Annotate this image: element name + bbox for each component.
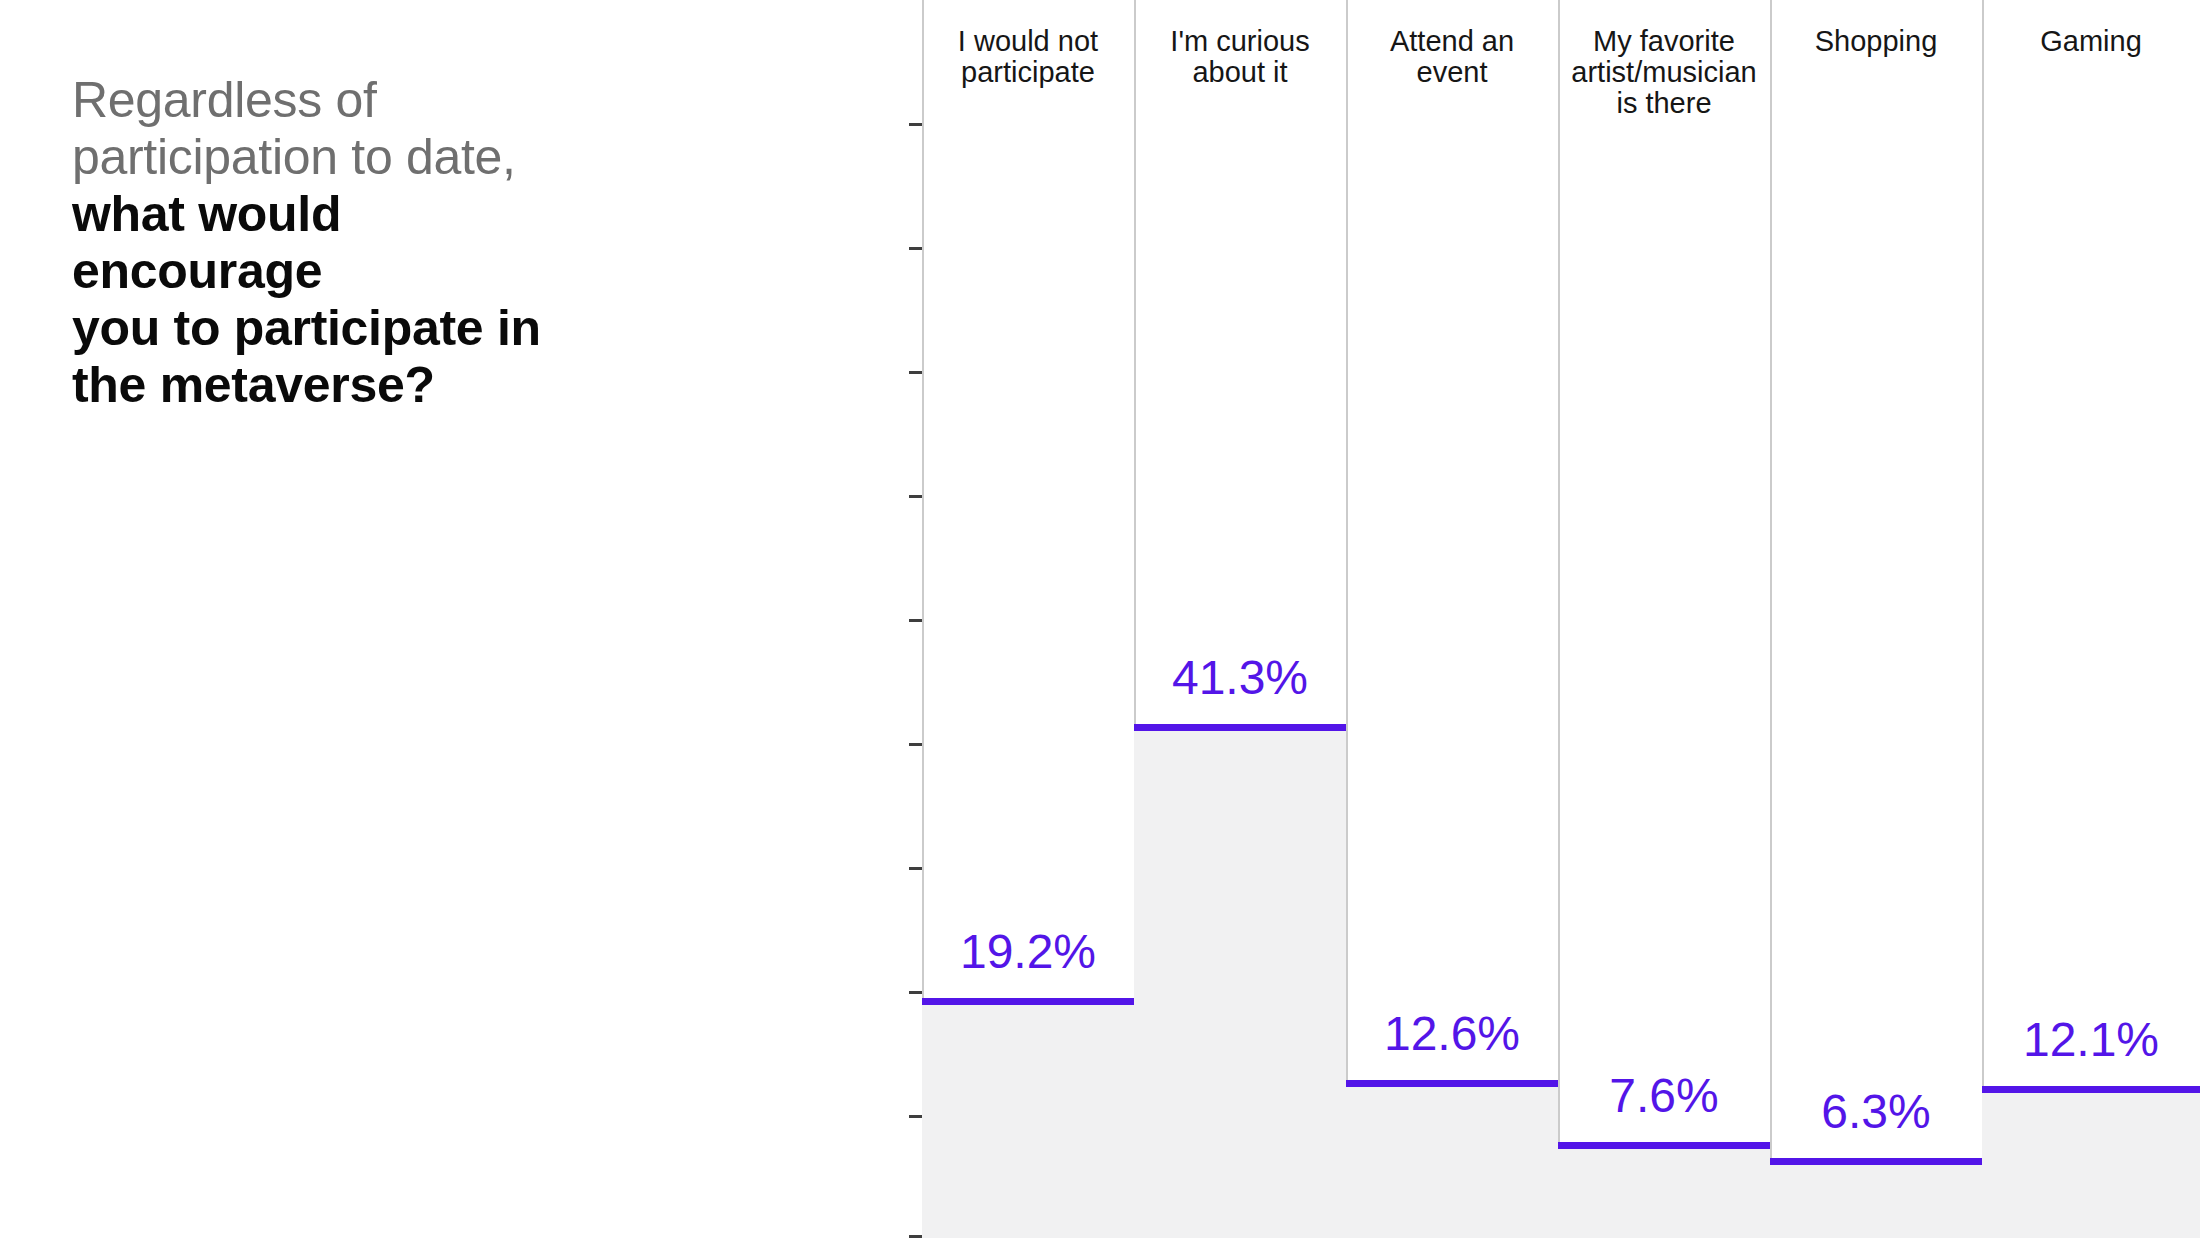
category-label: Gaming — [1982, 26, 2200, 57]
y-axis-tick — [909, 123, 922, 126]
category-label: Attend an event — [1346, 26, 1558, 88]
value-label: 12.6% — [1346, 1008, 1558, 1060]
bar-top-line — [1982, 1086, 2200, 1093]
value-label: 41.3% — [1134, 652, 1346, 704]
chart-column-attend-an-event: Attend an event 12.6% — [1346, 0, 1558, 1238]
y-axis-tick — [909, 867, 922, 870]
chart-column-gaming: Gaming 12.1% — [1982, 0, 2200, 1238]
bar-top-line — [1770, 1158, 1982, 1165]
y-axis-tick — [909, 619, 922, 622]
bar-fill — [922, 1002, 1134, 1238]
bar-top-line — [922, 998, 1134, 1005]
value-label: 19.2% — [922, 926, 1134, 978]
value-label: 7.6% — [1558, 1070, 1770, 1122]
category-label: I would not participate — [922, 26, 1134, 88]
bar-fill — [1558, 1146, 1770, 1238]
bar-top-line — [1134, 724, 1346, 731]
bar-top-line — [1346, 1080, 1558, 1087]
bar-top-line — [1558, 1142, 1770, 1149]
chart-column-shopping: Shopping 6.3% — [1770, 0, 1982, 1238]
bar-fill — [1134, 728, 1346, 1238]
y-axis-tick — [909, 371, 922, 374]
category-label: My favorite artist/musician is there — [1558, 26, 1770, 119]
step-bar-chart: I would not participate 19.2% I'm curiou… — [0, 0, 2200, 1238]
category-label: Shopping — [1770, 26, 1982, 57]
y-axis-tick — [909, 247, 922, 250]
y-axis-tick — [909, 743, 922, 746]
category-label: I'm curious about it — [1134, 26, 1346, 88]
y-axis-tick — [909, 495, 922, 498]
chart-column-favorite-artist: My favorite artist/musician is there 7.6… — [1558, 0, 1770, 1238]
bar-fill — [1982, 1090, 2200, 1238]
slide: Regardless of participation to date, wha… — [0, 0, 2200, 1238]
chart-column-curious-about-it: I'm curious about it 41.3% — [1134, 0, 1346, 1238]
bar-fill — [1770, 1162, 1982, 1238]
bar-fill — [1346, 1084, 1558, 1238]
chart-column-would-not-participate: I would not participate 19.2% — [922, 0, 1134, 1238]
y-axis-tick — [909, 1115, 922, 1118]
value-label: 12.1% — [1982, 1014, 2200, 1066]
y-axis-tick — [909, 991, 922, 994]
value-label: 6.3% — [1770, 1086, 1982, 1138]
